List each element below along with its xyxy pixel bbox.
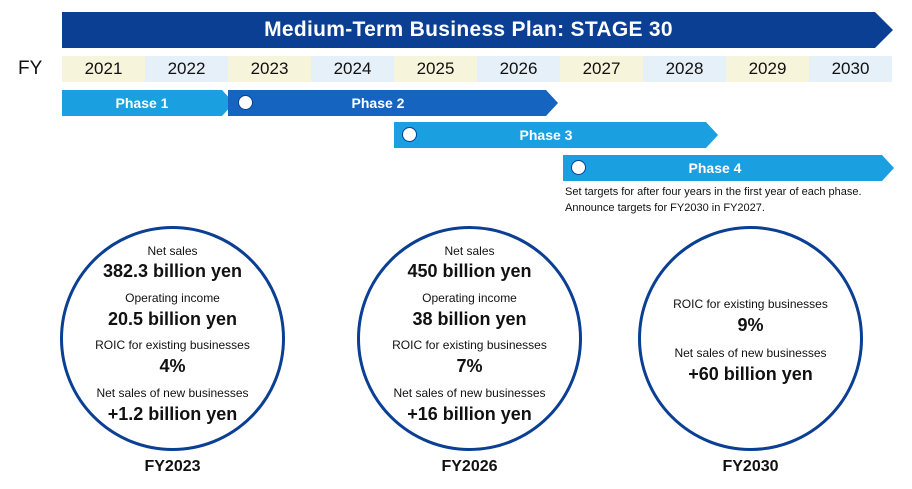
year-cell: 2023	[228, 56, 311, 82]
fy-label: FY	[18, 58, 43, 79]
target-year-label: FY2026	[441, 458, 498, 475]
phase-start-marker-icon	[571, 160, 586, 175]
new-business-sales-label: Net sales of new businesses	[674, 346, 827, 360]
new-business-sales-label: Net sales of new businesses	[96, 386, 249, 400]
net-sales-label: Net sales	[444, 244, 495, 258]
plan-title: Medium-Term Business Plan: STAGE 30	[264, 18, 673, 41]
operating-income-value: 38 billion yen	[412, 309, 527, 329]
target-circle-fy2026	[357, 226, 582, 451]
target-year-label: FY2030	[722, 458, 779, 475]
year-cell: 2028	[643, 56, 726, 82]
year-cell: 2025	[394, 56, 477, 82]
note-line-1: Set targets for after four years in the …	[565, 186, 862, 198]
net-sales-value: 382.3 billion yen	[102, 261, 243, 281]
new-business-sales-value: +16 billion yen	[407, 404, 532, 424]
operating-income-value: 20.5 billion yen	[107, 309, 238, 329]
roic-value: 7%	[456, 356, 483, 376]
phase-2-arrow	[228, 90, 558, 116]
phase-start-marker-icon	[238, 95, 253, 110]
operating-income-label: Operating income	[422, 291, 517, 305]
phase-4-arrow	[563, 155, 894, 181]
roic-label: ROIC for existing businesses	[392, 338, 547, 352]
year-cell: 2021	[62, 56, 145, 82]
new-business-sales-label: Net sales of new businesses	[393, 386, 546, 400]
phase-start-marker-icon	[402, 127, 417, 142]
year-cell: 2022	[145, 56, 228, 82]
phase-4-label: Phase 4	[688, 160, 742, 176]
year-cell: 2030	[809, 56, 892, 82]
operating-income-label: Operating income	[125, 291, 220, 305]
roic-label: ROIC for existing businesses	[95, 338, 250, 352]
net-sales-value: 450 billion yen	[407, 261, 532, 281]
phase-2-label: Phase 2	[351, 95, 405, 111]
year-cell: 2027	[560, 56, 643, 82]
new-business-sales-value: +60 billion yen	[688, 364, 813, 384]
target-circle-fy2023	[60, 226, 285, 451]
roic-label: ROIC for existing businesses	[673, 297, 828, 311]
note-line-2: Announce targets for FY2030 in FY2027.	[565, 202, 765, 214]
year-cell: 2024	[311, 56, 394, 82]
target-circle-fy2030	[638, 226, 863, 451]
plan-title-banner	[62, 12, 893, 48]
phase-1-arrow	[62, 90, 234, 116]
roic-value: 9%	[737, 315, 764, 335]
target-year-label: FY2023	[144, 458, 201, 475]
year-cell: 2029	[726, 56, 809, 82]
roic-value: 4%	[159, 356, 186, 376]
phase-3-label: Phase 3	[519, 127, 573, 143]
new-business-sales-value: +1.2 billion yen	[107, 404, 238, 424]
phase-1-label: Phase 1	[115, 95, 169, 111]
phase-3-arrow	[394, 122, 718, 148]
net-sales-label: Net sales	[147, 244, 198, 258]
year-cell: 2026	[477, 56, 560, 82]
